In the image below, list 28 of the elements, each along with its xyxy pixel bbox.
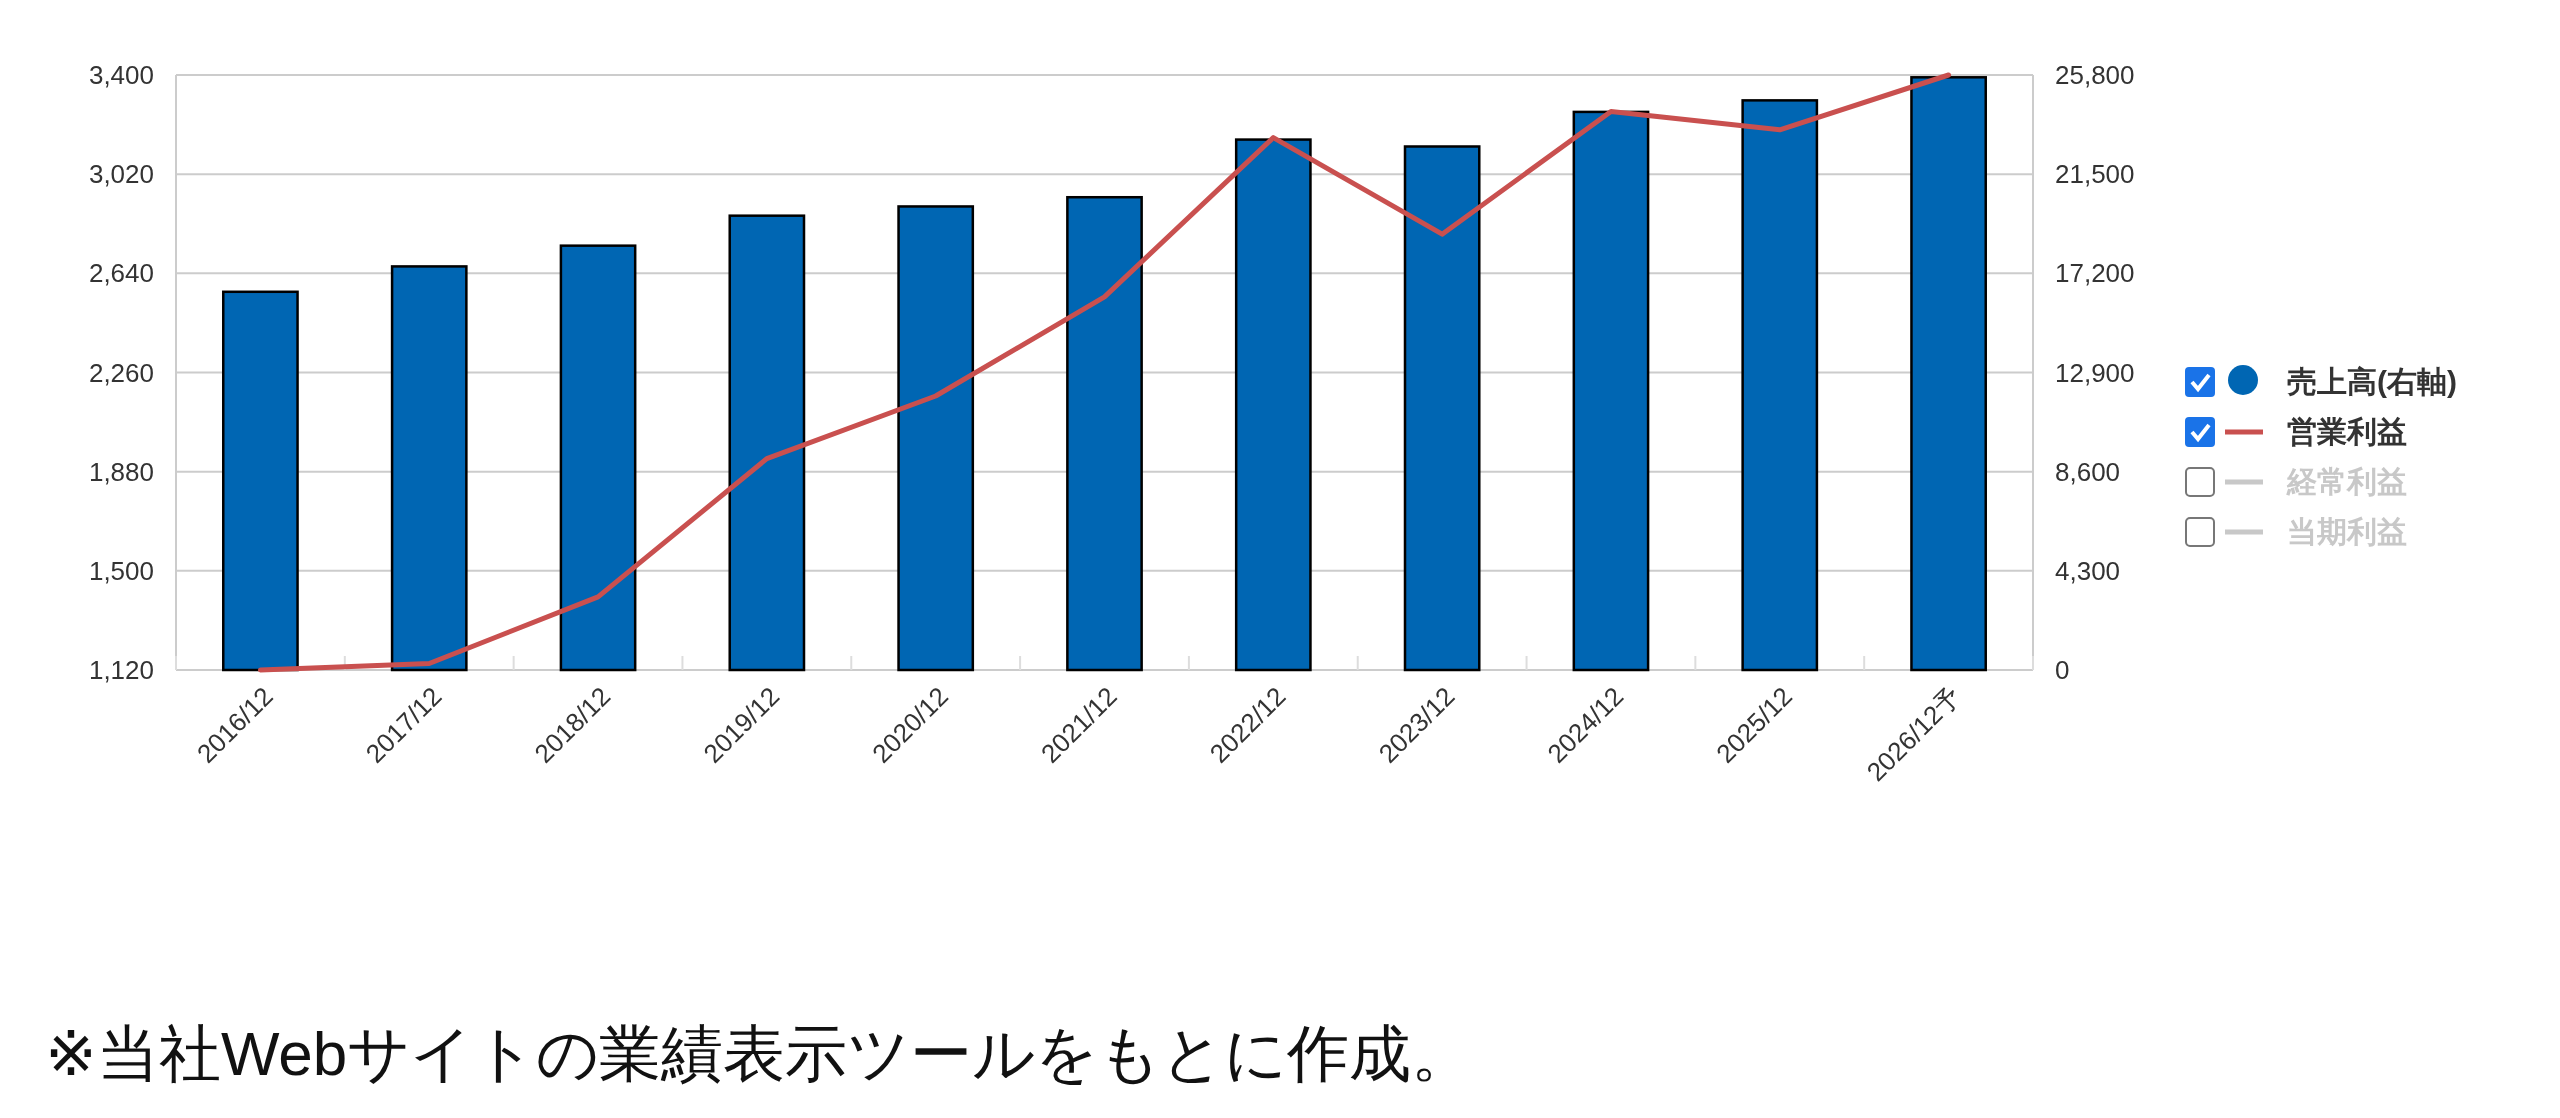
y-tick-label: 3,020 — [88, 159, 154, 190]
bar — [1066, 195, 1143, 672]
y2-tick-label: 21,500 — [2055, 159, 2135, 190]
bar — [1910, 76, 1987, 672]
bar — [1741, 99, 1819, 672]
y2-tick-label: 0 — [2055, 655, 2070, 685]
y2-tick-label: 8,600 — [2055, 456, 2121, 487]
y-tick-label: 2,260 — [88, 357, 154, 388]
text: ※当社Webサイトの業績表示ツールをもとに作成。 — [45, 1019, 1474, 1088]
y2-tick-label: 4,300 — [2055, 555, 2121, 586]
bar — [222, 290, 299, 672]
bar — [728, 214, 806, 672]
bar — [897, 205, 975, 672]
bar — [1572, 110, 1650, 672]
bar — [1403, 145, 1481, 672]
legend-label: 営業利益 — [2287, 415, 2407, 448]
legend-label: 売上高(右軸) — [2287, 365, 2457, 398]
y2-tick-label: 25,800 — [2055, 60, 2135, 90]
y-tick-label: 1,500 — [88, 555, 154, 586]
bar — [390, 265, 468, 672]
y-tick-label: 2,640 — [88, 258, 154, 289]
y-tick-label: 1,120 — [88, 655, 154, 685]
bar — [559, 244, 637, 672]
y-tick-label: 3,400 — [88, 60, 154, 90]
y2-tick-label: 12,900 — [2055, 357, 2135, 388]
y-tick-label: 1,880 — [88, 456, 154, 487]
y2-tick-label: 17,200 — [2055, 258, 2135, 289]
bar — [1234, 138, 1312, 672]
